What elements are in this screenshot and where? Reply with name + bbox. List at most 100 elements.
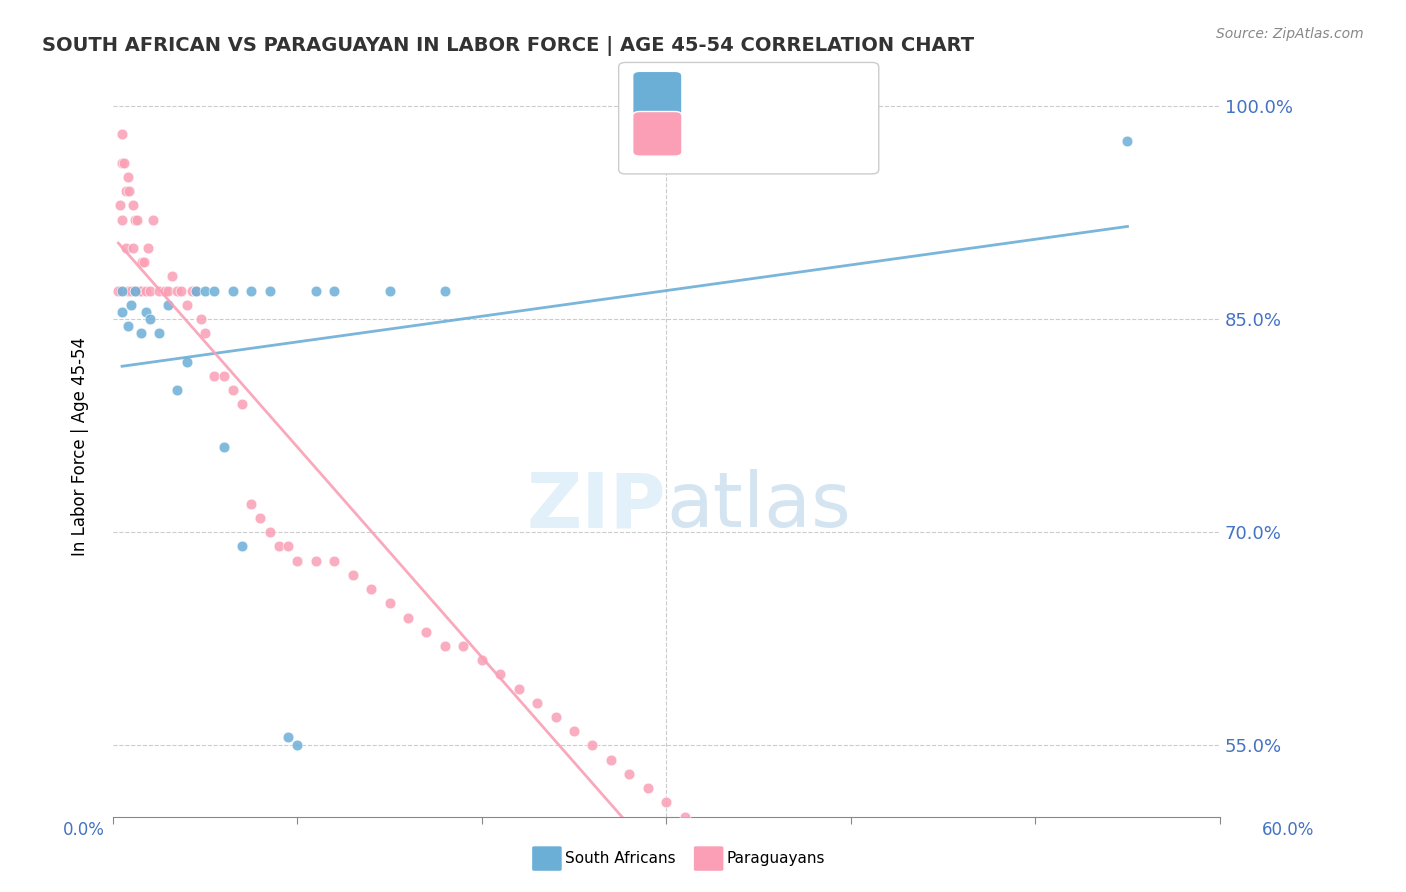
Point bbox=[600, 753, 623, 767]
Point bbox=[526, 696, 548, 710]
Point bbox=[148, 284, 170, 298]
Point bbox=[619, 767, 641, 781]
Point bbox=[489, 667, 512, 681]
Text: Source: ZipAtlas.com: Source: ZipAtlas.com bbox=[1216, 27, 1364, 41]
Point bbox=[285, 554, 308, 568]
Point bbox=[360, 582, 382, 596]
Point bbox=[176, 298, 198, 312]
Text: N = 67: N = 67 bbox=[780, 125, 844, 143]
Point bbox=[117, 284, 139, 298]
Text: R = 0.250: R = 0.250 bbox=[682, 125, 772, 143]
Point bbox=[153, 284, 176, 298]
Point bbox=[637, 781, 659, 796]
Point bbox=[190, 312, 212, 326]
Point bbox=[508, 681, 530, 696]
Point bbox=[148, 326, 170, 341]
Point bbox=[277, 540, 299, 554]
Point bbox=[581, 739, 603, 753]
Point bbox=[111, 284, 134, 298]
Point bbox=[157, 298, 180, 312]
Point bbox=[107, 284, 129, 298]
Point bbox=[222, 284, 245, 298]
Point bbox=[157, 284, 180, 298]
Point bbox=[122, 241, 145, 255]
Point bbox=[129, 326, 152, 341]
Point bbox=[378, 596, 401, 610]
Point bbox=[194, 326, 217, 341]
Point bbox=[259, 525, 281, 540]
Point bbox=[433, 284, 456, 298]
Point bbox=[118, 184, 141, 198]
Point bbox=[562, 724, 585, 739]
Point bbox=[194, 284, 217, 298]
Point bbox=[129, 284, 152, 298]
Point bbox=[170, 284, 193, 298]
Text: atlas: atlas bbox=[666, 469, 851, 543]
Point bbox=[453, 639, 475, 653]
Point bbox=[111, 155, 134, 169]
Point bbox=[111, 128, 134, 142]
Text: R = 0.308: R = 0.308 bbox=[682, 80, 772, 98]
Point bbox=[120, 298, 142, 312]
Point bbox=[166, 383, 188, 397]
Point bbox=[378, 284, 401, 298]
Point bbox=[125, 212, 148, 227]
Point bbox=[433, 639, 456, 653]
Point bbox=[117, 169, 139, 184]
Text: Paraguayans: Paraguayans bbox=[727, 851, 825, 866]
Point bbox=[136, 241, 159, 255]
Point bbox=[124, 212, 146, 227]
Point bbox=[110, 198, 132, 212]
Point bbox=[396, 610, 419, 624]
Point bbox=[240, 284, 263, 298]
Point bbox=[135, 284, 157, 298]
Text: South Africans: South Africans bbox=[565, 851, 676, 866]
Point bbox=[181, 284, 204, 298]
Point bbox=[285, 739, 308, 753]
Point bbox=[212, 368, 235, 383]
Point bbox=[124, 284, 146, 298]
Point bbox=[240, 497, 263, 511]
Text: 0.0%: 0.0% bbox=[63, 821, 105, 838]
Point bbox=[114, 184, 136, 198]
Point bbox=[323, 554, 346, 568]
Point bbox=[202, 284, 225, 298]
Point bbox=[120, 284, 142, 298]
Point bbox=[166, 284, 188, 298]
Y-axis label: In Labor Force | Age 45-54: In Labor Force | Age 45-54 bbox=[72, 337, 89, 557]
Text: SOUTH AFRICAN VS PARAGUAYAN IN LABOR FORCE | AGE 45-54 CORRELATION CHART: SOUTH AFRICAN VS PARAGUAYAN IN LABOR FOR… bbox=[42, 36, 974, 55]
Point bbox=[249, 511, 271, 525]
Point bbox=[134, 255, 156, 269]
Point bbox=[112, 155, 135, 169]
Point bbox=[673, 809, 696, 823]
Point bbox=[176, 355, 198, 369]
Point bbox=[231, 540, 253, 554]
Point bbox=[305, 284, 328, 298]
Point bbox=[305, 554, 328, 568]
Point bbox=[323, 284, 346, 298]
Point bbox=[1116, 135, 1139, 149]
Point bbox=[114, 241, 136, 255]
Text: ZIP: ZIP bbox=[527, 469, 666, 543]
Text: 60.0%: 60.0% bbox=[1263, 821, 1315, 838]
Point bbox=[471, 653, 494, 667]
Point bbox=[415, 624, 437, 639]
Point bbox=[117, 319, 139, 334]
Point bbox=[342, 568, 364, 582]
Point bbox=[131, 255, 153, 269]
Point bbox=[139, 284, 162, 298]
Point bbox=[277, 730, 299, 744]
Point bbox=[259, 284, 281, 298]
Point bbox=[267, 540, 290, 554]
Point bbox=[544, 710, 567, 724]
Point bbox=[160, 269, 183, 284]
Point bbox=[128, 284, 150, 298]
Point bbox=[655, 795, 678, 809]
Point bbox=[111, 305, 134, 319]
Point bbox=[231, 397, 253, 411]
Point bbox=[124, 284, 146, 298]
Point bbox=[135, 305, 157, 319]
Point bbox=[212, 440, 235, 454]
Point bbox=[139, 312, 162, 326]
Point bbox=[142, 212, 165, 227]
